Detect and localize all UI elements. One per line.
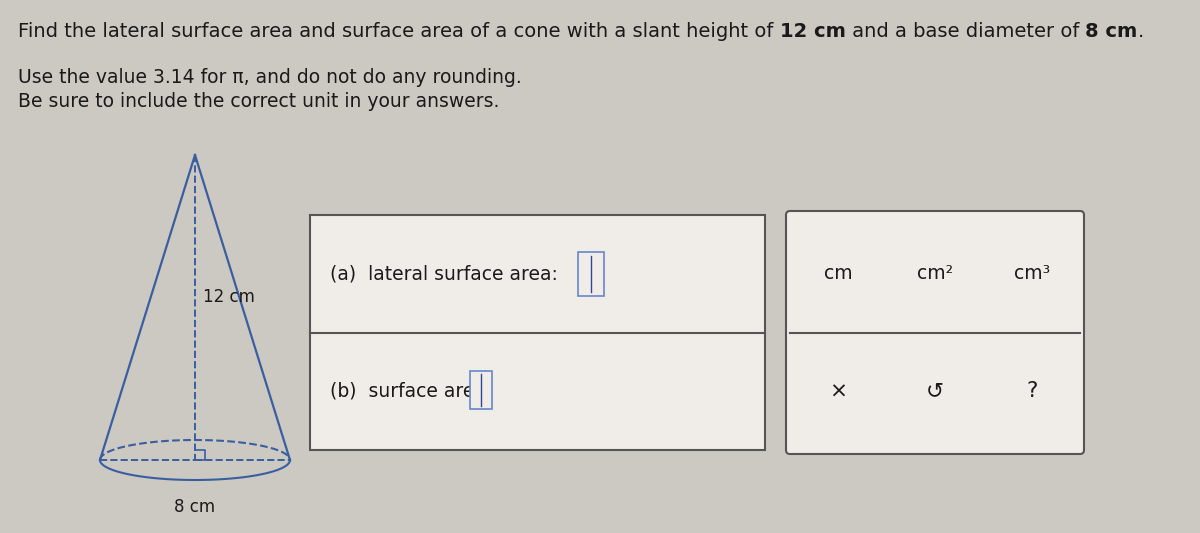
Bar (578, 252, 604, 296)
Text: Be sure to include the correct unit in your answers.: Be sure to include the correct unit in y… (18, 92, 499, 111)
Text: 12 cm: 12 cm (203, 288, 254, 306)
Text: (b)  surface area:: (b) surface area: (330, 382, 492, 401)
Text: ?: ? (1026, 381, 1037, 401)
Text: cm²: cm² (917, 264, 953, 283)
Bar (470, 372, 492, 409)
Text: (a)  lateral surface area:: (a) lateral surface area: (330, 264, 558, 283)
Bar (310, 215, 766, 450)
Text: and a base diameter of: and a base diameter of (846, 22, 1085, 41)
Text: ×: × (829, 381, 847, 401)
Text: ↺: ↺ (926, 381, 944, 401)
FancyBboxPatch shape (786, 211, 1084, 454)
Text: 8 cm: 8 cm (174, 498, 216, 516)
Text: 12 cm: 12 cm (780, 22, 846, 41)
Text: cm: cm (824, 264, 853, 283)
Text: Use the value 3.14 for π, and do not do any rounding.: Use the value 3.14 for π, and do not do … (18, 68, 522, 87)
Text: .: . (1138, 22, 1144, 41)
Text: 8 cm: 8 cm (1085, 22, 1138, 41)
Text: Find the lateral surface area and surface area of a cone with a slant height of: Find the lateral surface area and surfac… (18, 22, 780, 41)
Text: cm³: cm³ (1014, 264, 1050, 283)
